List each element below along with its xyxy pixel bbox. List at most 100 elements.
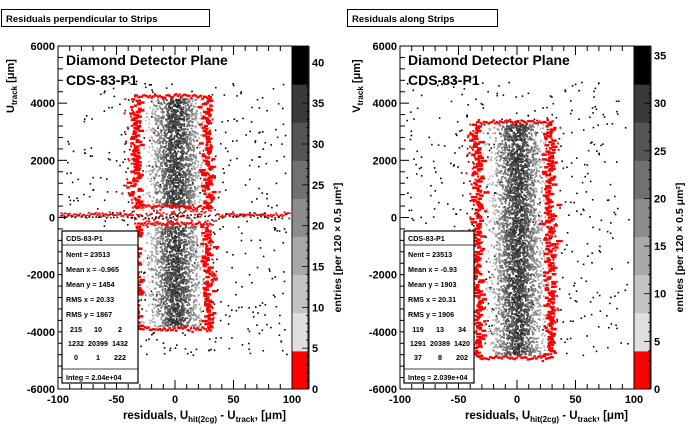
density-cell xyxy=(148,257,151,260)
low-count-cell xyxy=(167,227,170,229)
low-count-cell xyxy=(208,222,211,225)
density-cell xyxy=(191,224,193,227)
density-cell xyxy=(153,244,156,247)
low-count-cell xyxy=(212,277,218,280)
density-cell xyxy=(195,106,198,108)
density-cell xyxy=(174,307,177,310)
density-cell xyxy=(151,110,154,113)
density-cell xyxy=(166,250,169,252)
density-cell xyxy=(176,299,179,302)
density-cell xyxy=(174,129,177,131)
density-cell xyxy=(190,173,193,175)
density-cell xyxy=(166,305,169,308)
low-count-cell xyxy=(187,208,190,211)
density-cell xyxy=(190,316,192,319)
density-cell xyxy=(202,245,205,248)
density-cell xyxy=(169,324,172,326)
density-cell xyxy=(166,180,169,183)
noise-dot xyxy=(264,303,267,306)
density-cell xyxy=(166,153,168,156)
density-cell xyxy=(177,137,180,139)
density-cell xyxy=(187,144,190,147)
noise-dot xyxy=(257,312,259,314)
density-cell xyxy=(172,274,175,277)
noise-dot xyxy=(274,296,276,298)
low-count-cell xyxy=(198,221,201,224)
density-cell xyxy=(150,319,153,322)
density-cell xyxy=(160,275,163,277)
density-cell xyxy=(199,307,202,310)
density-cell xyxy=(166,181,168,184)
density-cell xyxy=(182,134,185,137)
low-count-cell xyxy=(138,173,144,177)
low-count-cell xyxy=(64,212,67,215)
density-cell xyxy=(181,278,184,281)
density-cell xyxy=(157,154,160,157)
noise-dot xyxy=(115,191,118,193)
noise-dot xyxy=(285,231,287,234)
noise-dot xyxy=(103,91,106,94)
low-count-cell xyxy=(208,239,213,243)
density-cell xyxy=(173,266,176,269)
density-cell xyxy=(182,166,185,168)
noise-dot xyxy=(204,300,206,303)
noise-dot xyxy=(274,227,277,230)
density-cell xyxy=(161,203,164,205)
palette-step xyxy=(292,236,308,276)
density-cell xyxy=(190,187,192,190)
band-dot xyxy=(77,214,80,217)
low-count-cell xyxy=(205,137,212,140)
low-count-cell xyxy=(156,205,159,208)
low-count-cell xyxy=(129,212,132,215)
density-cell xyxy=(175,128,178,131)
noise-dot xyxy=(267,205,270,207)
noise-dot xyxy=(202,310,205,313)
density-cell xyxy=(169,100,172,103)
density-cell xyxy=(189,184,192,187)
density-cell xyxy=(190,285,193,288)
density-cell xyxy=(170,181,173,184)
density-cell xyxy=(189,259,192,262)
density-cell xyxy=(192,244,195,247)
density-cell xyxy=(147,201,150,203)
low-count-cell xyxy=(173,210,176,213)
palette-step xyxy=(292,198,308,238)
density-cell xyxy=(177,255,180,258)
low-count-cell xyxy=(185,205,189,208)
low-count-cell xyxy=(133,197,137,200)
density-cell xyxy=(183,184,185,187)
band-dot xyxy=(134,216,136,219)
density-cell xyxy=(194,298,197,301)
density-cell xyxy=(191,264,194,266)
density-cell xyxy=(166,273,168,276)
density-cell xyxy=(163,195,166,198)
noise-dot xyxy=(129,148,131,151)
density-cell xyxy=(174,158,176,161)
density-cell xyxy=(211,155,214,158)
low-count-cell xyxy=(200,225,205,229)
low-count-cell xyxy=(135,161,142,164)
noise-dot xyxy=(251,159,253,161)
density-cell xyxy=(166,191,168,193)
low-count-cell xyxy=(138,234,143,238)
density-cell xyxy=(163,261,166,263)
low-count-cell xyxy=(138,129,145,133)
density-cell xyxy=(170,227,173,230)
low-count-cell xyxy=(198,142,204,145)
density-cell xyxy=(169,240,171,242)
density-cell xyxy=(165,172,167,175)
density-cell xyxy=(200,118,202,121)
low-count-cell xyxy=(165,213,168,216)
density-cell xyxy=(187,178,190,181)
low-count-cell xyxy=(81,215,84,218)
noise-dot xyxy=(515,122,518,125)
low-count-cell xyxy=(205,148,213,151)
density-cell xyxy=(168,251,171,253)
density-cell xyxy=(174,266,177,269)
density-cell xyxy=(188,296,191,299)
low-count-cell xyxy=(139,291,145,295)
density-cell xyxy=(183,199,186,202)
noise-dot xyxy=(241,285,243,288)
density-cell xyxy=(164,266,167,269)
